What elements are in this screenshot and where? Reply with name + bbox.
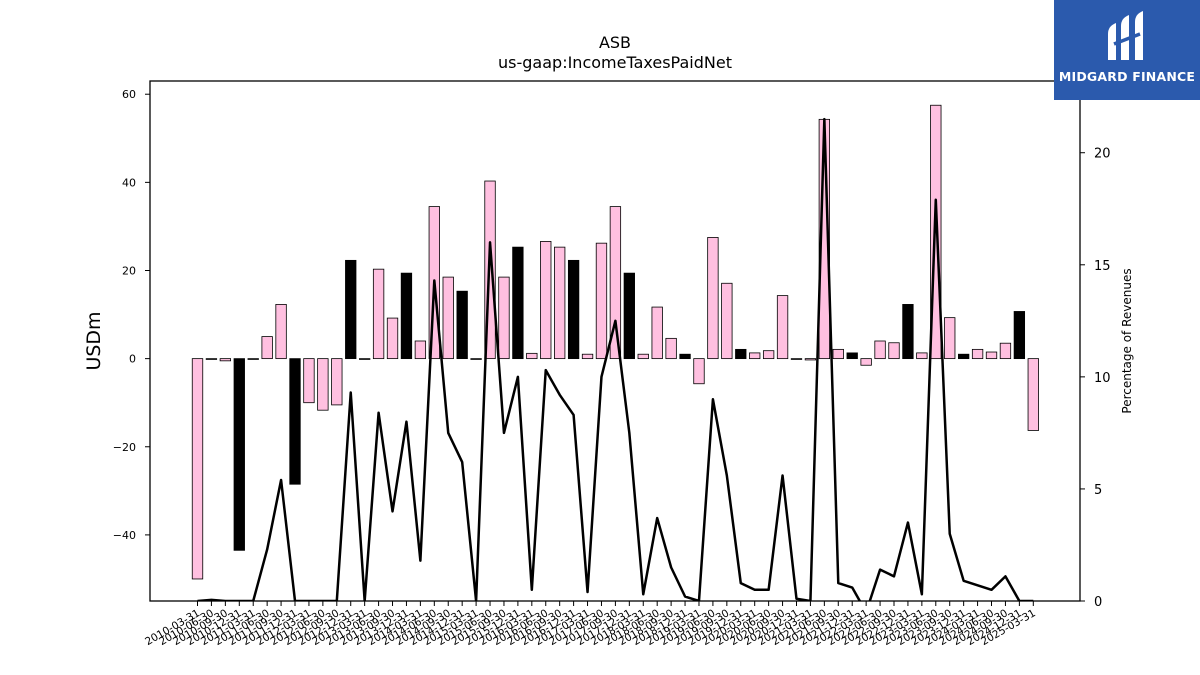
bar [790, 358, 803, 360]
y2-tick-label: 20 [1094, 147, 1111, 162]
bar [400, 272, 413, 360]
bar [540, 241, 552, 360]
bar [902, 304, 914, 360]
y2-tick-label: 15 [1094, 259, 1111, 274]
bar [526, 352, 538, 360]
bar [958, 353, 970, 360]
bar [999, 342, 1012, 360]
y-tick-label: −20 [113, 441, 136, 454]
bar [498, 276, 510, 360]
bar [874, 340, 886, 360]
bar [331, 358, 343, 406]
bar [721, 282, 733, 360]
y-tick-label: 20 [122, 264, 136, 277]
bar [359, 358, 371, 360]
bar [512, 246, 524, 360]
bar [804, 358, 817, 361]
bar [776, 295, 789, 360]
bar [749, 352, 761, 360]
right-axis: 0 5 10 15 20 [1080, 147, 1111, 610]
chart-title: ASB [598, 33, 632, 52]
bar [261, 336, 273, 360]
bar [735, 348, 747, 360]
bar [456, 290, 468, 360]
bar [303, 358, 315, 404]
y2-tick-label: 10 [1094, 371, 1111, 386]
bar [846, 352, 858, 360]
midgard-logo-icon [1108, 11, 1143, 60]
bar [233, 358, 245, 551]
y2-axis-label: Percentage of Revenues [1120, 268, 1134, 413]
brand-logo: MIDGARD FINANCE [1054, 0, 1200, 100]
bar [567, 259, 580, 360]
bar [275, 304, 287, 360]
bar [985, 351, 998, 360]
bar [581, 353, 594, 360]
bar [595, 242, 608, 360]
y-tick-label: 60 [122, 88, 136, 101]
bar [554, 246, 566, 360]
bar [372, 268, 385, 360]
y2-tick-label: 0 [1094, 595, 1102, 610]
bar [944, 317, 956, 360]
bar [442, 276, 454, 360]
y-tick-label: 0 [129, 353, 136, 366]
bar [665, 337, 677, 360]
line-path [197, 117, 1034, 601]
bar [707, 237, 719, 360]
bar [832, 348, 844, 360]
bar [860, 358, 872, 366]
y2-tick-label: 5 [1094, 483, 1102, 498]
y-axis-label: USDm [83, 311, 105, 370]
x-axis: 2010-03-312010-06-302010-09-302010-12-31… [143, 601, 1038, 648]
bar [1027, 358, 1039, 431]
bar [247, 358, 259, 360]
bar-series [191, 104, 1039, 580]
bar [609, 206, 622, 360]
bar [191, 358, 204, 580]
bar [651, 306, 663, 360]
bar [205, 358, 218, 360]
bar [386, 317, 399, 360]
bar [679, 353, 691, 360]
y-tick-label: −40 [113, 529, 136, 542]
logo-text: MIDGARD FINANCE [1058, 69, 1196, 84]
chart-subtitle: us-gaap:IncomeTaxesPaidNet [498, 53, 732, 72]
y-tick-label: 40 [122, 176, 136, 189]
bar [888, 342, 900, 360]
bar [637, 353, 649, 360]
bar [289, 358, 301, 485]
bar [219, 358, 232, 362]
left-axis: −40 −20 0 20 40 60 [113, 88, 150, 542]
bar [623, 272, 635, 360]
bar [345, 259, 357, 360]
bar [762, 350, 775, 360]
bar [916, 352, 928, 360]
bar [971, 348, 984, 360]
bar [317, 358, 329, 411]
bar [414, 340, 427, 360]
bar [470, 358, 482, 360]
bar [693, 358, 705, 385]
line-series [197, 117, 1034, 601]
bar [1013, 311, 1026, 360]
